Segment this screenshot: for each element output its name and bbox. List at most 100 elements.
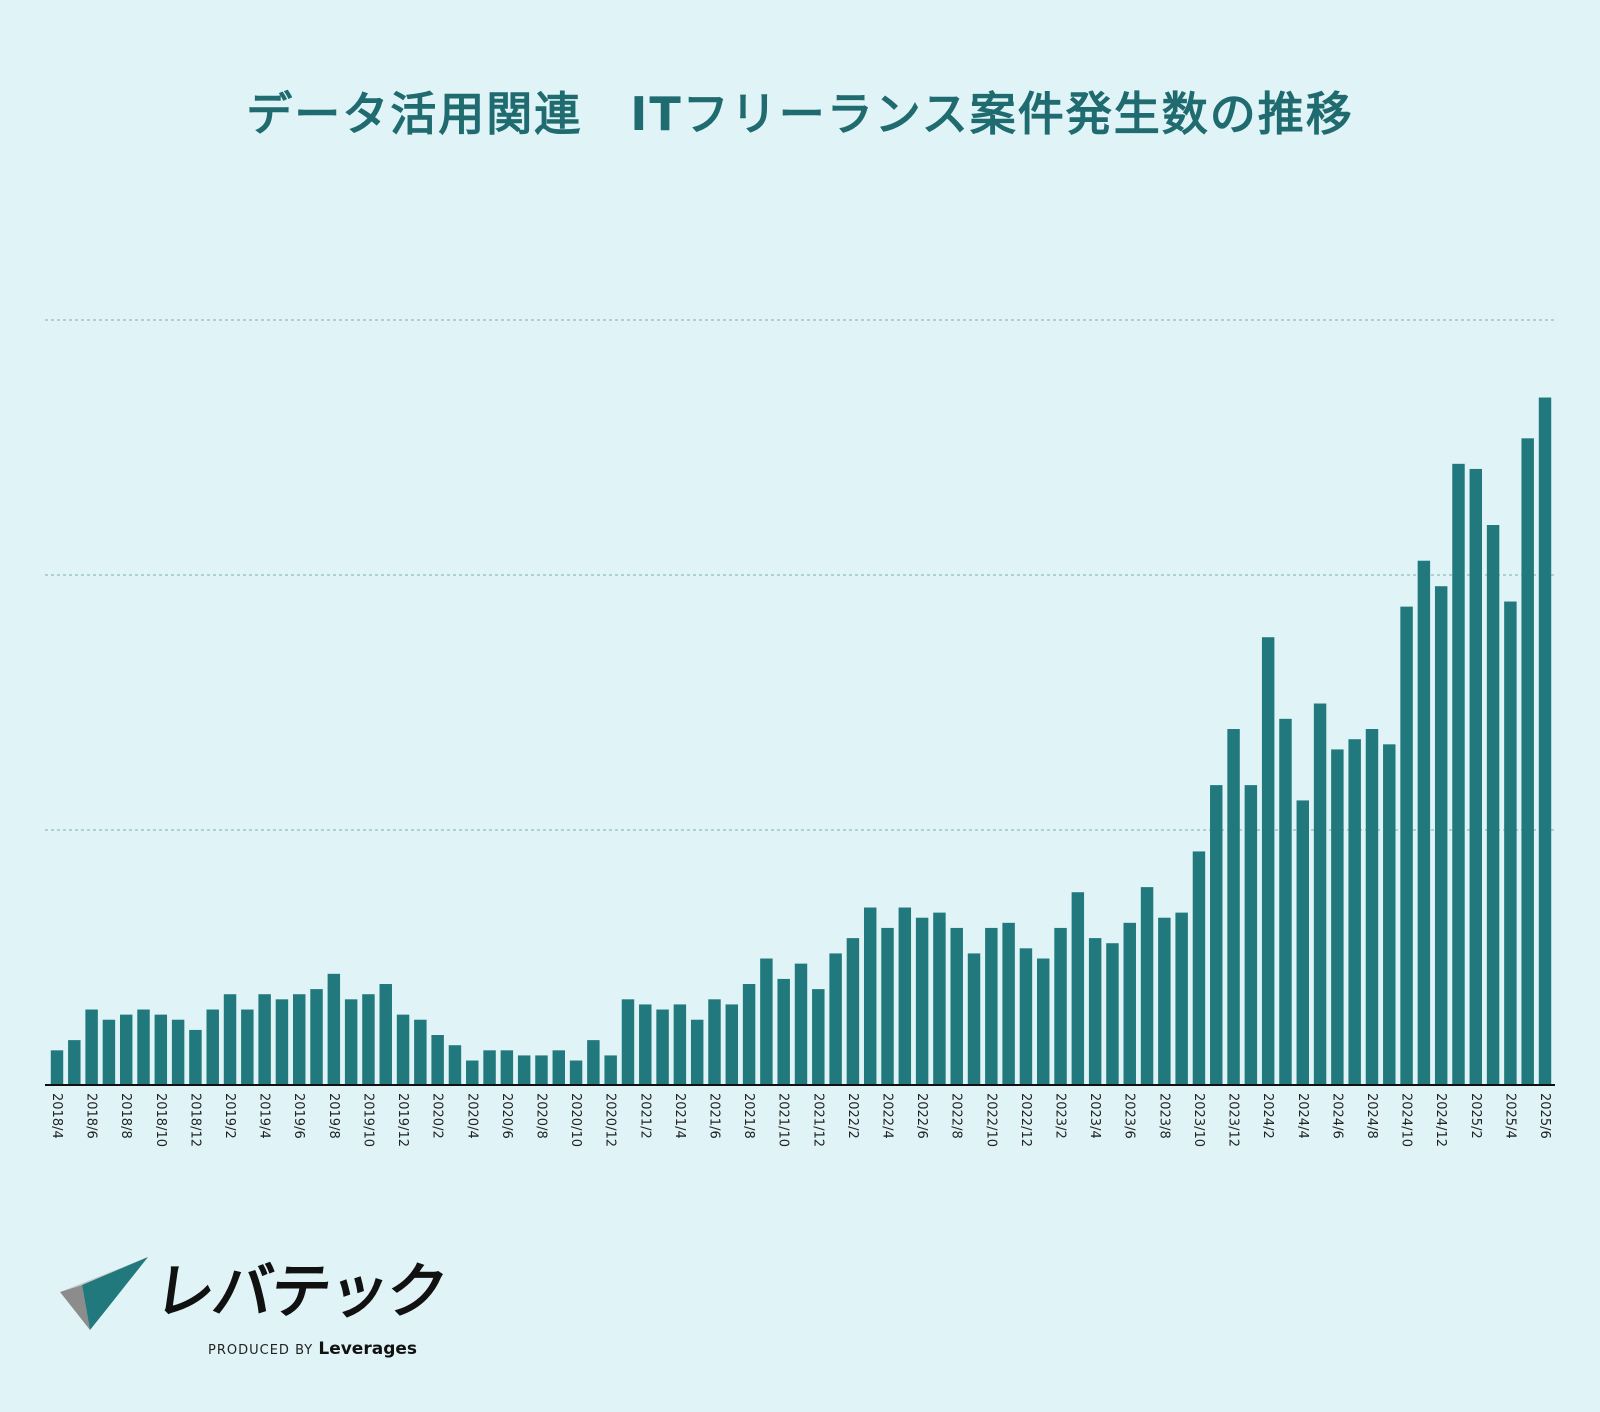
bar-2024-10 bbox=[1400, 606, 1413, 1085]
bar-2022-8 bbox=[950, 927, 963, 1085]
leverages-logo: レバテック PRODUCED BY Leverages bbox=[60, 1255, 450, 1365]
bar-2024-3 bbox=[1279, 718, 1292, 1085]
bar-2021-12 bbox=[812, 989, 825, 1085]
bar-2021-9 bbox=[760, 958, 773, 1085]
bar-2021-6 bbox=[708, 999, 721, 1085]
x-tick-label: 2019/8 bbox=[326, 1093, 341, 1139]
x-tick-label: 2021/2 bbox=[637, 1093, 652, 1139]
bar-2018-5 bbox=[68, 1040, 81, 1085]
bar-2022-2 bbox=[846, 938, 860, 1085]
bar-2020-9 bbox=[552, 1050, 565, 1085]
bar-2018-8 bbox=[119, 1014, 133, 1085]
bar-2025-5 bbox=[1521, 438, 1534, 1085]
bar-2024-6 bbox=[1331, 749, 1344, 1085]
x-tick-label: 2021/8 bbox=[741, 1093, 756, 1139]
bar-2022-3 bbox=[863, 907, 877, 1085]
bar-2025-4 bbox=[1504, 601, 1517, 1085]
x-tick-label: 2020/8 bbox=[533, 1093, 548, 1139]
bar-2025-6 bbox=[1538, 397, 1552, 1085]
x-tick-label: 2023/8 bbox=[1156, 1093, 1171, 1139]
x-tick-label: 2022/4 bbox=[880, 1093, 895, 1139]
x-tick-label: 2020/6 bbox=[499, 1093, 514, 1139]
bar-2019-11 bbox=[379, 984, 392, 1085]
bar-2023-5 bbox=[1106, 943, 1119, 1085]
x-tick-label: 2018/8 bbox=[118, 1093, 133, 1139]
bar-2024-11 bbox=[1417, 560, 1431, 1085]
x-tick-label: 2023/10 bbox=[1191, 1093, 1206, 1147]
x-tick-label: 2023/4 bbox=[1087, 1093, 1102, 1139]
bar-2024-1 bbox=[1244, 785, 1258, 1085]
bar-2019-5 bbox=[275, 999, 289, 1085]
bar-2019-8 bbox=[327, 973, 341, 1085]
bar-2022-12 bbox=[1019, 948, 1033, 1085]
bar-2021-11 bbox=[794, 963, 808, 1085]
bar-2022-7 bbox=[933, 912, 946, 1085]
x-tick-label: 2024/2 bbox=[1260, 1093, 1275, 1139]
logo-wordmark: レバテック bbox=[150, 1257, 450, 1327]
bar-2023-6 bbox=[1123, 922, 1136, 1085]
x-tick-label: 2024/8 bbox=[1364, 1093, 1379, 1139]
bar-2023-4 bbox=[1088, 938, 1102, 1085]
bar-2019-7 bbox=[310, 989, 323, 1085]
x-tick-label: 2024/12 bbox=[1433, 1093, 1448, 1147]
x-tick-label: 2024/10 bbox=[1399, 1093, 1414, 1147]
bar-2024-5 bbox=[1313, 703, 1327, 1085]
bar-2021-1 bbox=[621, 999, 635, 1085]
bar-2024-7 bbox=[1348, 739, 1361, 1085]
bar-2019-2 bbox=[223, 994, 237, 1085]
bar-2018-11 bbox=[171, 1019, 185, 1085]
bar-2022-4 bbox=[881, 927, 894, 1085]
logo-mark-icon bbox=[60, 1257, 148, 1330]
x-tick-label: 2020/2 bbox=[430, 1093, 445, 1139]
bar-2024-12 bbox=[1434, 586, 1448, 1085]
x-tick-label: 2020/4 bbox=[464, 1093, 479, 1139]
bar-2018-7 bbox=[102, 1019, 116, 1085]
bar-2020-8 bbox=[535, 1055, 548, 1085]
x-tick-label: 2021/12 bbox=[810, 1093, 825, 1147]
x-tick-label: 2021/6 bbox=[706, 1093, 721, 1139]
bar-2020-2 bbox=[431, 1035, 444, 1085]
bar-2021-5 bbox=[690, 1019, 704, 1085]
bar-2023-12 bbox=[1227, 729, 1240, 1085]
x-tick-label: 2019/10 bbox=[360, 1093, 375, 1147]
bar-2019-6 bbox=[293, 994, 306, 1085]
bar-2023-7 bbox=[1140, 887, 1154, 1085]
bar-2023-2 bbox=[1054, 927, 1067, 1085]
bar-2019-12 bbox=[396, 1014, 410, 1085]
bar-2020-12 bbox=[604, 1055, 617, 1085]
bar-2018-4 bbox=[50, 1050, 64, 1085]
bar-2024-8 bbox=[1365, 729, 1379, 1085]
bar-2024-4 bbox=[1296, 800, 1309, 1085]
x-tick-label: 2021/4 bbox=[672, 1093, 687, 1139]
x-tick-label: 2024/6 bbox=[1329, 1093, 1344, 1139]
bar-2021-4 bbox=[673, 1004, 687, 1085]
bar-2019-4 bbox=[258, 994, 271, 1085]
bar-2022-6 bbox=[915, 917, 929, 1085]
bar-2021-10 bbox=[777, 978, 790, 1085]
bar-2022-11 bbox=[1002, 922, 1015, 1085]
bar-2019-1 bbox=[206, 1009, 219, 1085]
bar-2019-9 bbox=[344, 999, 358, 1085]
bar-2019-10 bbox=[362, 994, 375, 1085]
bar-2023-1 bbox=[1037, 958, 1050, 1085]
bar-2025-1 bbox=[1452, 463, 1465, 1085]
logo-brand-name: Leverages bbox=[318, 1339, 418, 1359]
x-tick-label: 2025/2 bbox=[1468, 1093, 1483, 1139]
bar-2023-11 bbox=[1210, 785, 1223, 1085]
x-tick-label: 2019/4 bbox=[257, 1093, 272, 1139]
bar-2021-7 bbox=[725, 1004, 739, 1085]
bar-2018-6 bbox=[85, 1009, 98, 1085]
x-tick-label: 2025/6 bbox=[1537, 1093, 1552, 1139]
bar-2023-3 bbox=[1071, 892, 1085, 1085]
bar-2018-10 bbox=[154, 1014, 168, 1085]
x-tick-label: 2019/6 bbox=[291, 1093, 306, 1139]
bar-2022-5 bbox=[898, 907, 912, 1085]
x-tick-label: 2021/10 bbox=[776, 1093, 791, 1147]
x-tick-label: 2020/12 bbox=[603, 1093, 618, 1147]
bar-2020-7 bbox=[517, 1055, 531, 1085]
bar-2020-11 bbox=[587, 1040, 600, 1085]
bar-2022-10 bbox=[985, 927, 998, 1085]
bar-2020-3 bbox=[448, 1045, 462, 1085]
bar-2018-12 bbox=[189, 1029, 202, 1085]
